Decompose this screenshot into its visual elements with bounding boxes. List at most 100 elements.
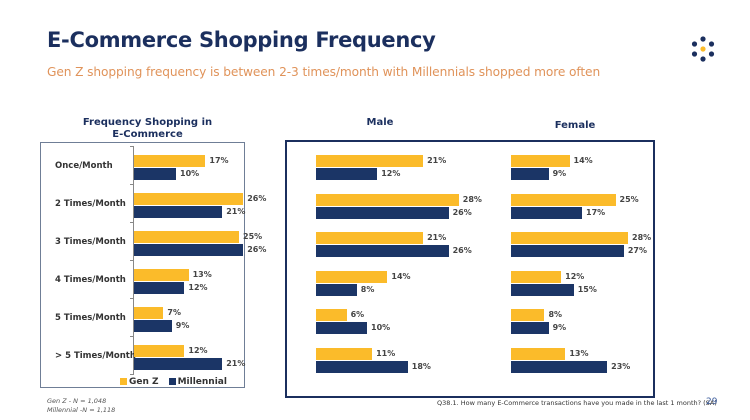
female-bar-genz [511, 155, 570, 167]
female-data-label: 8% [548, 310, 563, 319]
overall-bar-millennial [134, 206, 223, 218]
chart-title-female: Female [554, 120, 596, 131]
gender-chart-frame [285, 140, 655, 398]
male-data-label: 28% [462, 194, 482, 204]
male-bar-genz [316, 347, 373, 360]
overall-bar-millennial [134, 168, 176, 180]
female-bar-millennial [511, 283, 574, 296]
survey-question-footnote: Q38.1. How many E-Commerce transactions … [437, 399, 717, 407]
legend-label-millennial: Millennial [177, 377, 227, 387]
overall-data-label: 10% [180, 169, 200, 178]
male-data-label: 26% [452, 207, 472, 217]
page-subtitle: Gen Z shopping frequency is between 2-3 … [47, 65, 601, 79]
overall-chart-frame [40, 142, 245, 388]
male-data-label: 18% [411, 361, 431, 371]
female-bar-genz [511, 193, 616, 206]
category-label: Once/Month [55, 161, 113, 171]
male-bar-millennial [316, 206, 449, 219]
page-number: 29 [706, 397, 718, 407]
overall-bar-genz [134, 345, 185, 357]
male-data-label: 21% [427, 156, 447, 165]
y-axis-tick [130, 336, 134, 337]
female-data-label: 17% [586, 207, 606, 217]
genz-sample-note: Gen Z - N = 1,048 [47, 397, 107, 405]
overall-bar-genz [134, 307, 164, 319]
male-data-label: 6% [350, 310, 365, 319]
overall-bar-millennial [134, 244, 244, 256]
male-data-label: 14% [391, 271, 411, 281]
female-bar-millennial [511, 322, 549, 334]
legend-item-genz: Gen Z [120, 377, 159, 387]
overall-data-label: 12% [188, 283, 208, 292]
overall-data-label: 26% [247, 194, 267, 203]
page-title: E-Commerce Shopping Frequency [47, 28, 436, 52]
male-data-label: 21% [427, 233, 447, 242]
hexagon-dots-logo-icon [691, 36, 715, 62]
overall-data-label: 21% [226, 207, 246, 216]
y-axis-tick [130, 374, 134, 375]
overall-bar-genz [134, 155, 206, 167]
y-axis-tick [130, 184, 134, 185]
male-bar-millennial [316, 322, 367, 334]
male-bar-genz [316, 155, 424, 167]
male-bar-genz [316, 270, 388, 283]
female-data-label: 13% [569, 348, 589, 358]
legend-swatch-millennial [168, 378, 176, 385]
female-data-label: 9% [552, 323, 567, 332]
male-bar-genz [316, 232, 424, 244]
female-bar-genz [511, 309, 545, 321]
female-bar-millennial [511, 206, 583, 219]
female-data-label: 25% [619, 194, 639, 204]
overall-bar-millennial [134, 320, 172, 332]
female-data-label: 12% [565, 271, 585, 281]
male-data-label: 11% [376, 348, 396, 358]
legend-label-genz: Gen Z [129, 377, 159, 387]
chart-title-male: Male [366, 117, 394, 128]
female-bar-millennial [511, 360, 608, 373]
overall-data-label: 12% [188, 346, 208, 355]
category-label: 2 Times/Month [55, 199, 126, 209]
female-data-label: 28% [632, 233, 652, 242]
millennial-sample-note: Millennial -N = 1,118 [47, 406, 116, 414]
female-data-label: 14% [573, 156, 593, 165]
female-bar-millennial [511, 245, 624, 257]
male-data-label: 26% [452, 246, 472, 255]
female-bar-genz [511, 347, 566, 360]
female-data-label: 23% [611, 361, 631, 371]
male-bar-genz [316, 309, 347, 321]
y-axis-tick [130, 146, 134, 147]
category-label: 3 Times/Month [55, 237, 126, 247]
male-bar-millennial [316, 283, 357, 296]
y-axis-tick [130, 298, 134, 299]
overall-bar-genz [134, 231, 239, 243]
overall-data-label: 21% [226, 359, 246, 368]
legend-swatch-genz [120, 378, 127, 385]
chart-title-overall: Frequency Shopping in E-Commerce [82, 117, 213, 140]
overall-data-label: 26% [247, 245, 267, 254]
overall-bar-millennial [134, 282, 185, 294]
overall-data-label: 13% [192, 270, 212, 279]
overall-data-label: 7% [167, 308, 181, 317]
y-axis-tick [130, 260, 134, 261]
female-data-label: 9% [552, 169, 567, 178]
overall-data-label: 9% [175, 321, 190, 330]
female-bar-genz [511, 232, 629, 244]
male-bar-genz [316, 193, 459, 206]
female-data-label: 27% [627, 246, 648, 255]
y-axis-tick [130, 222, 134, 223]
male-data-label: 8% [360, 284, 375, 294]
male-bar-millennial [316, 245, 449, 257]
male-bar-millennial [316, 168, 378, 180]
overall-data-label: 17% [209, 156, 229, 165]
female-bar-millennial [511, 168, 549, 180]
category-label: 5 Times/Month [55, 313, 126, 323]
chart-legend: Gen Z Millennial [120, 377, 227, 387]
female-data-label: 15% [577, 284, 597, 294]
male-data-label: 10% [371, 323, 391, 332]
female-bar-genz [511, 270, 562, 283]
overall-bar-genz [134, 269, 189, 281]
male-bar-millennial [316, 360, 408, 373]
overall-bar-millennial [134, 358, 223, 370]
male-data-label: 12% [381, 169, 401, 178]
overall-data-label: 25% [243, 232, 263, 241]
